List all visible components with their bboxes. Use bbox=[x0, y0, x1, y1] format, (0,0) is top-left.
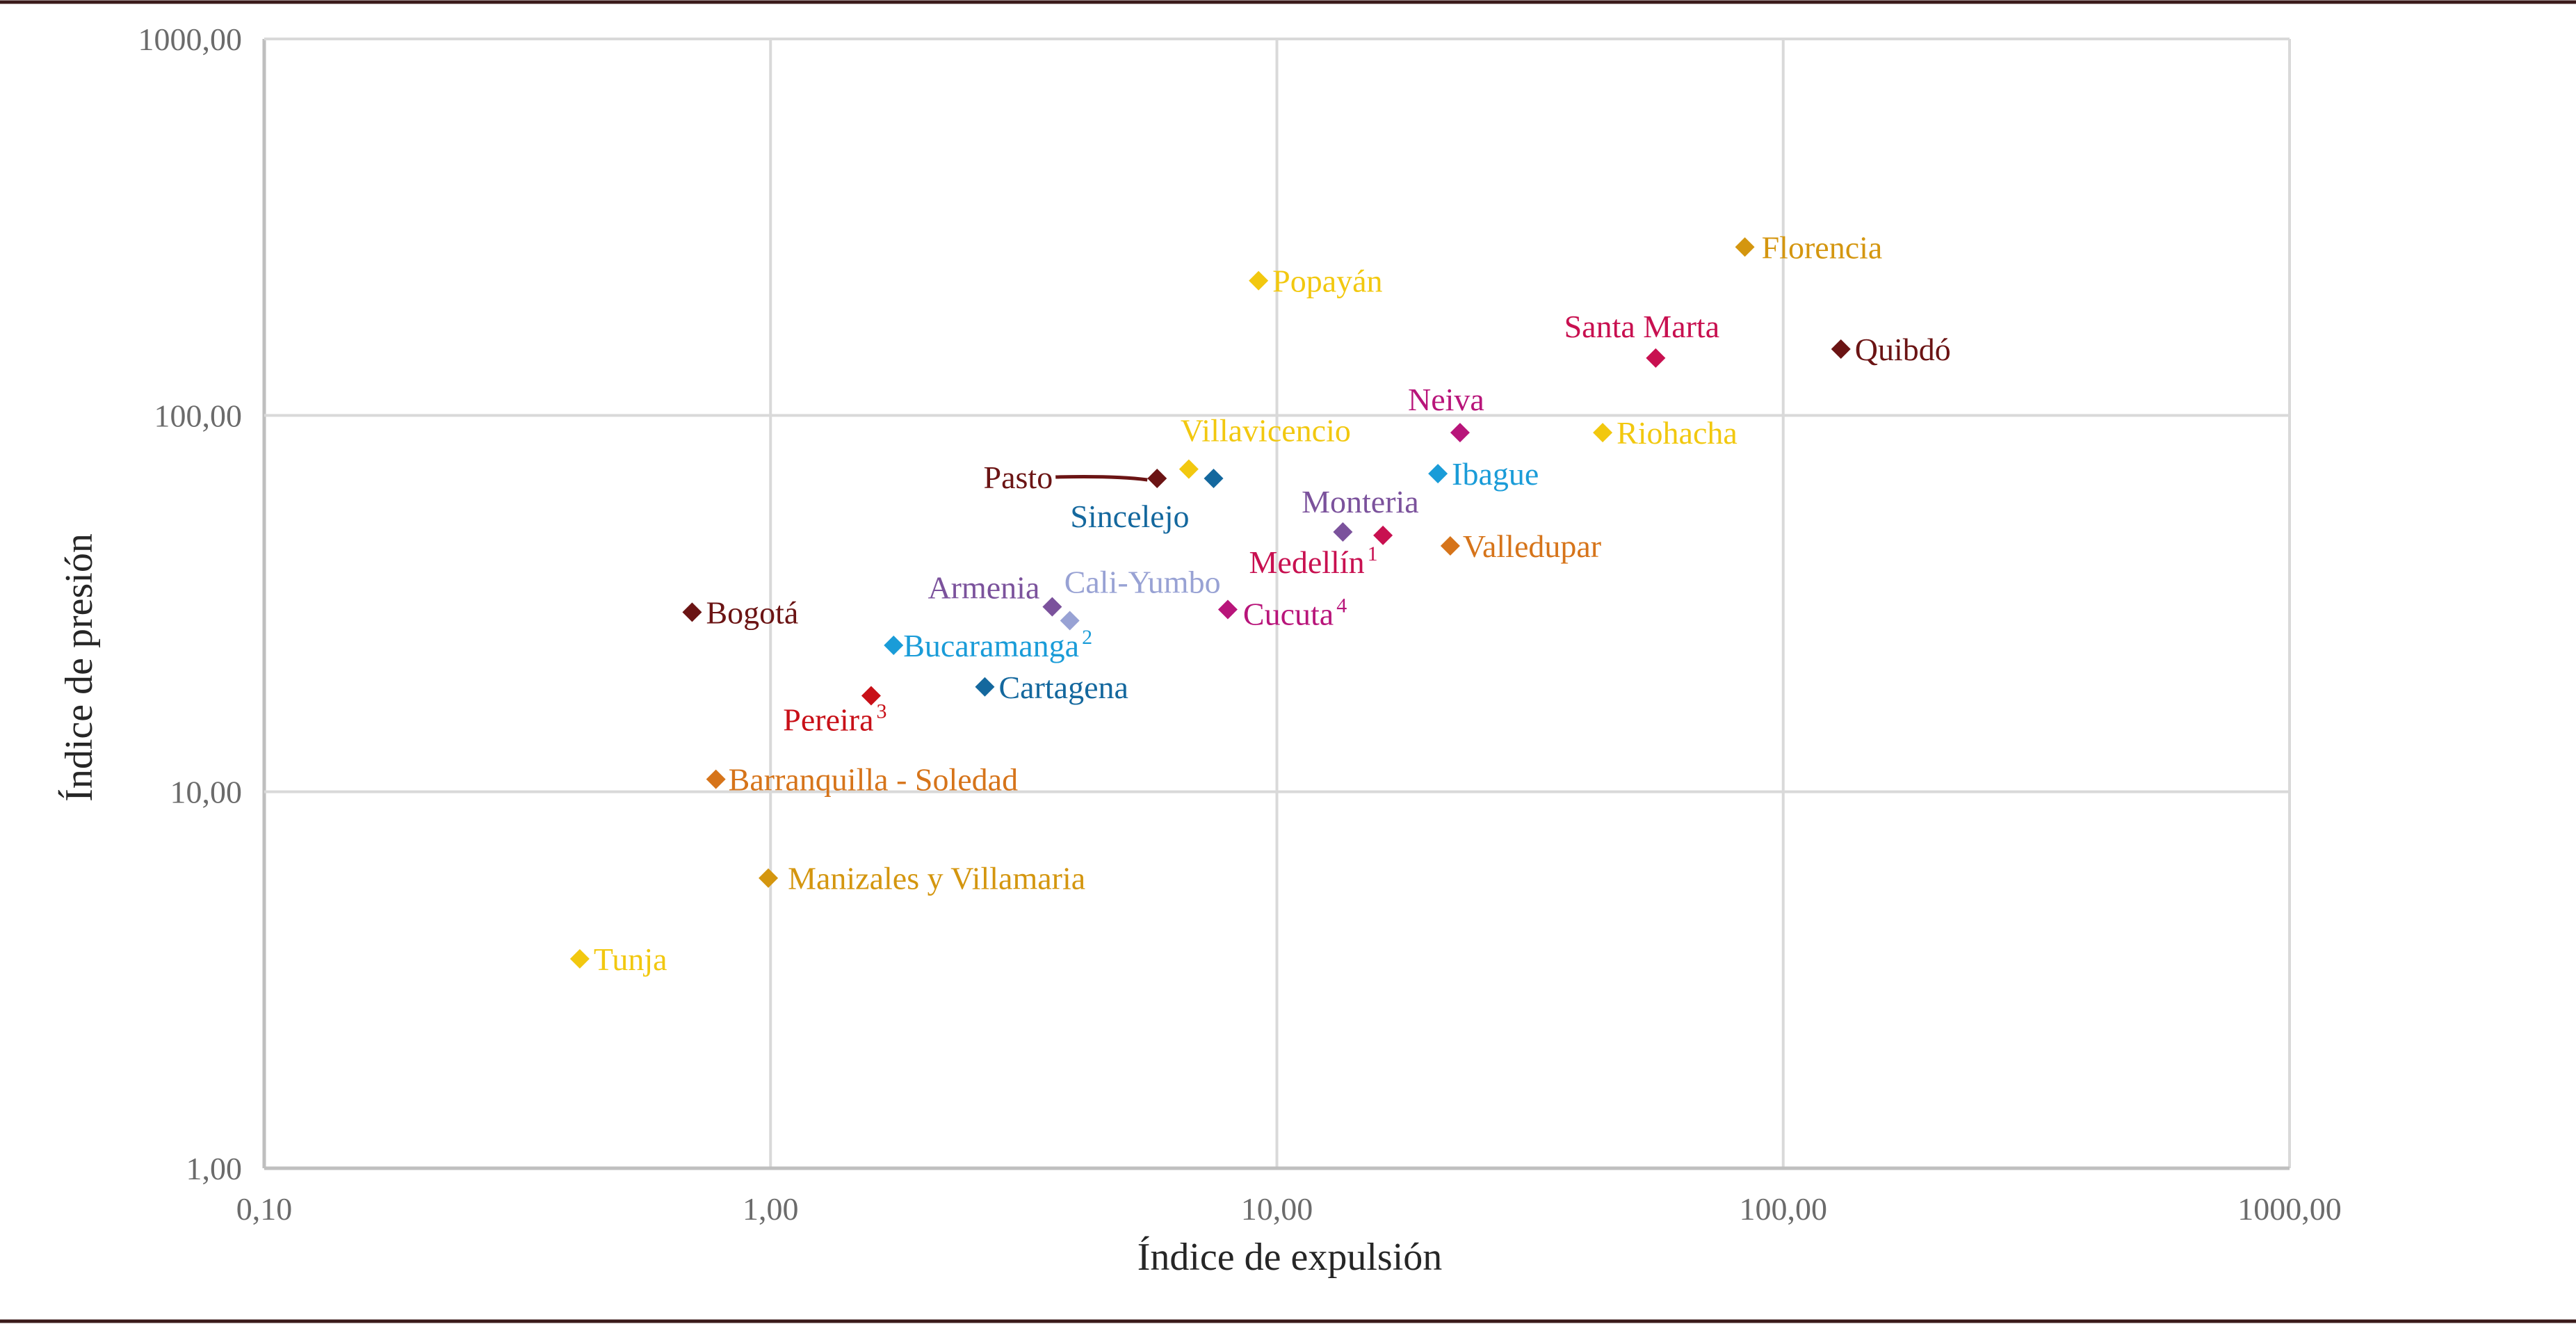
leader-line bbox=[1055, 475, 1148, 482]
point-label: Popayán bbox=[1272, 264, 1382, 299]
x-tick-label: 1000,00 bbox=[2237, 1191, 2342, 1227]
data-point bbox=[1735, 237, 1755, 257]
data-point bbox=[1333, 522, 1353, 542]
data-point bbox=[884, 635, 904, 655]
point-label: Manizales y Villamaria bbox=[788, 861, 1085, 896]
point-label: Cali-Yumbo bbox=[1064, 564, 1221, 599]
point-label: Bucaramanga 2 bbox=[903, 626, 1092, 663]
data-point bbox=[1204, 469, 1224, 489]
point-label: Pasto bbox=[984, 460, 1053, 495]
point-labels: Florencia Popayán Santa Marta Quibdó Neiva Ri… bbox=[594, 229, 1951, 977]
point-label: Armenia bbox=[927, 570, 1039, 606]
data-point bbox=[1831, 339, 1851, 360]
point-label: Neiva bbox=[1408, 382, 1484, 417]
point-label: Florencia bbox=[1762, 229, 1883, 265]
data-point bbox=[1060, 611, 1080, 631]
point-label: Barranquilla - Soledad bbox=[729, 762, 1018, 798]
point-label: Monteria bbox=[1302, 484, 1419, 519]
point-label: Quibdó bbox=[1855, 332, 1951, 367]
data-point bbox=[1440, 536, 1460, 556]
point-label: Medellín 1 bbox=[1249, 542, 1378, 580]
data-point bbox=[861, 686, 881, 706]
data-point bbox=[569, 948, 590, 969]
y-tick-label: 1,00 bbox=[186, 1151, 243, 1186]
point-label: Cartagena bbox=[998, 670, 1128, 705]
data-point bbox=[1147, 469, 1167, 489]
tick-labels: 0,10 1,00 10,00 100,00 1000,00 1,00 10,00 100,0… bbox=[138, 22, 2342, 1227]
data-point bbox=[1593, 423, 1613, 443]
x-tick-label: 1,00 bbox=[743, 1191, 799, 1227]
gridlines bbox=[262, 38, 2291, 1170]
y-tick-label: 100,00 bbox=[154, 398, 243, 433]
data-point bbox=[682, 602, 702, 622]
data-point bbox=[1646, 348, 1666, 368]
point-label: Sincelejo bbox=[1070, 499, 1189, 534]
point-label: Valledupar bbox=[1463, 528, 1601, 564]
data-point bbox=[706, 769, 726, 789]
x-tick-label: 10,00 bbox=[1241, 1191, 1313, 1227]
data-point bbox=[1042, 597, 1062, 617]
y-tick-label: 1000,00 bbox=[138, 22, 243, 57]
data-point bbox=[1373, 525, 1393, 545]
data-point bbox=[1450, 423, 1470, 443]
data-point bbox=[1428, 464, 1448, 484]
point-label: Santa Marta bbox=[1564, 309, 1720, 344]
data-point bbox=[1249, 271, 1269, 291]
point-label: Tunja bbox=[594, 942, 667, 977]
point-label: Ibague bbox=[1452, 456, 1539, 492]
point-label: Villavicencio bbox=[1181, 413, 1351, 449]
point-label: Riohacha bbox=[1617, 415, 1737, 451]
y-tick-label: 10,00 bbox=[170, 775, 243, 810]
x-tick-label: 0,10 bbox=[236, 1191, 293, 1227]
point-label: Pereira 3 bbox=[783, 700, 886, 737]
point-label: Bogotá bbox=[706, 595, 798, 630]
data-point bbox=[1178, 459, 1199, 479]
data-point bbox=[759, 868, 779, 888]
x-axis-title: Índice de expulsión bbox=[1137, 1236, 1443, 1279]
y-axis-title: Índice de presión bbox=[58, 533, 101, 802]
data-point bbox=[1217, 599, 1238, 620]
data-point bbox=[975, 677, 995, 697]
data-points bbox=[569, 237, 1851, 969]
x-tick-label: 100,00 bbox=[1740, 1191, 1828, 1227]
leader-lines bbox=[1055, 475, 1148, 482]
point-label: Cucuta 4 bbox=[1243, 594, 1347, 631]
